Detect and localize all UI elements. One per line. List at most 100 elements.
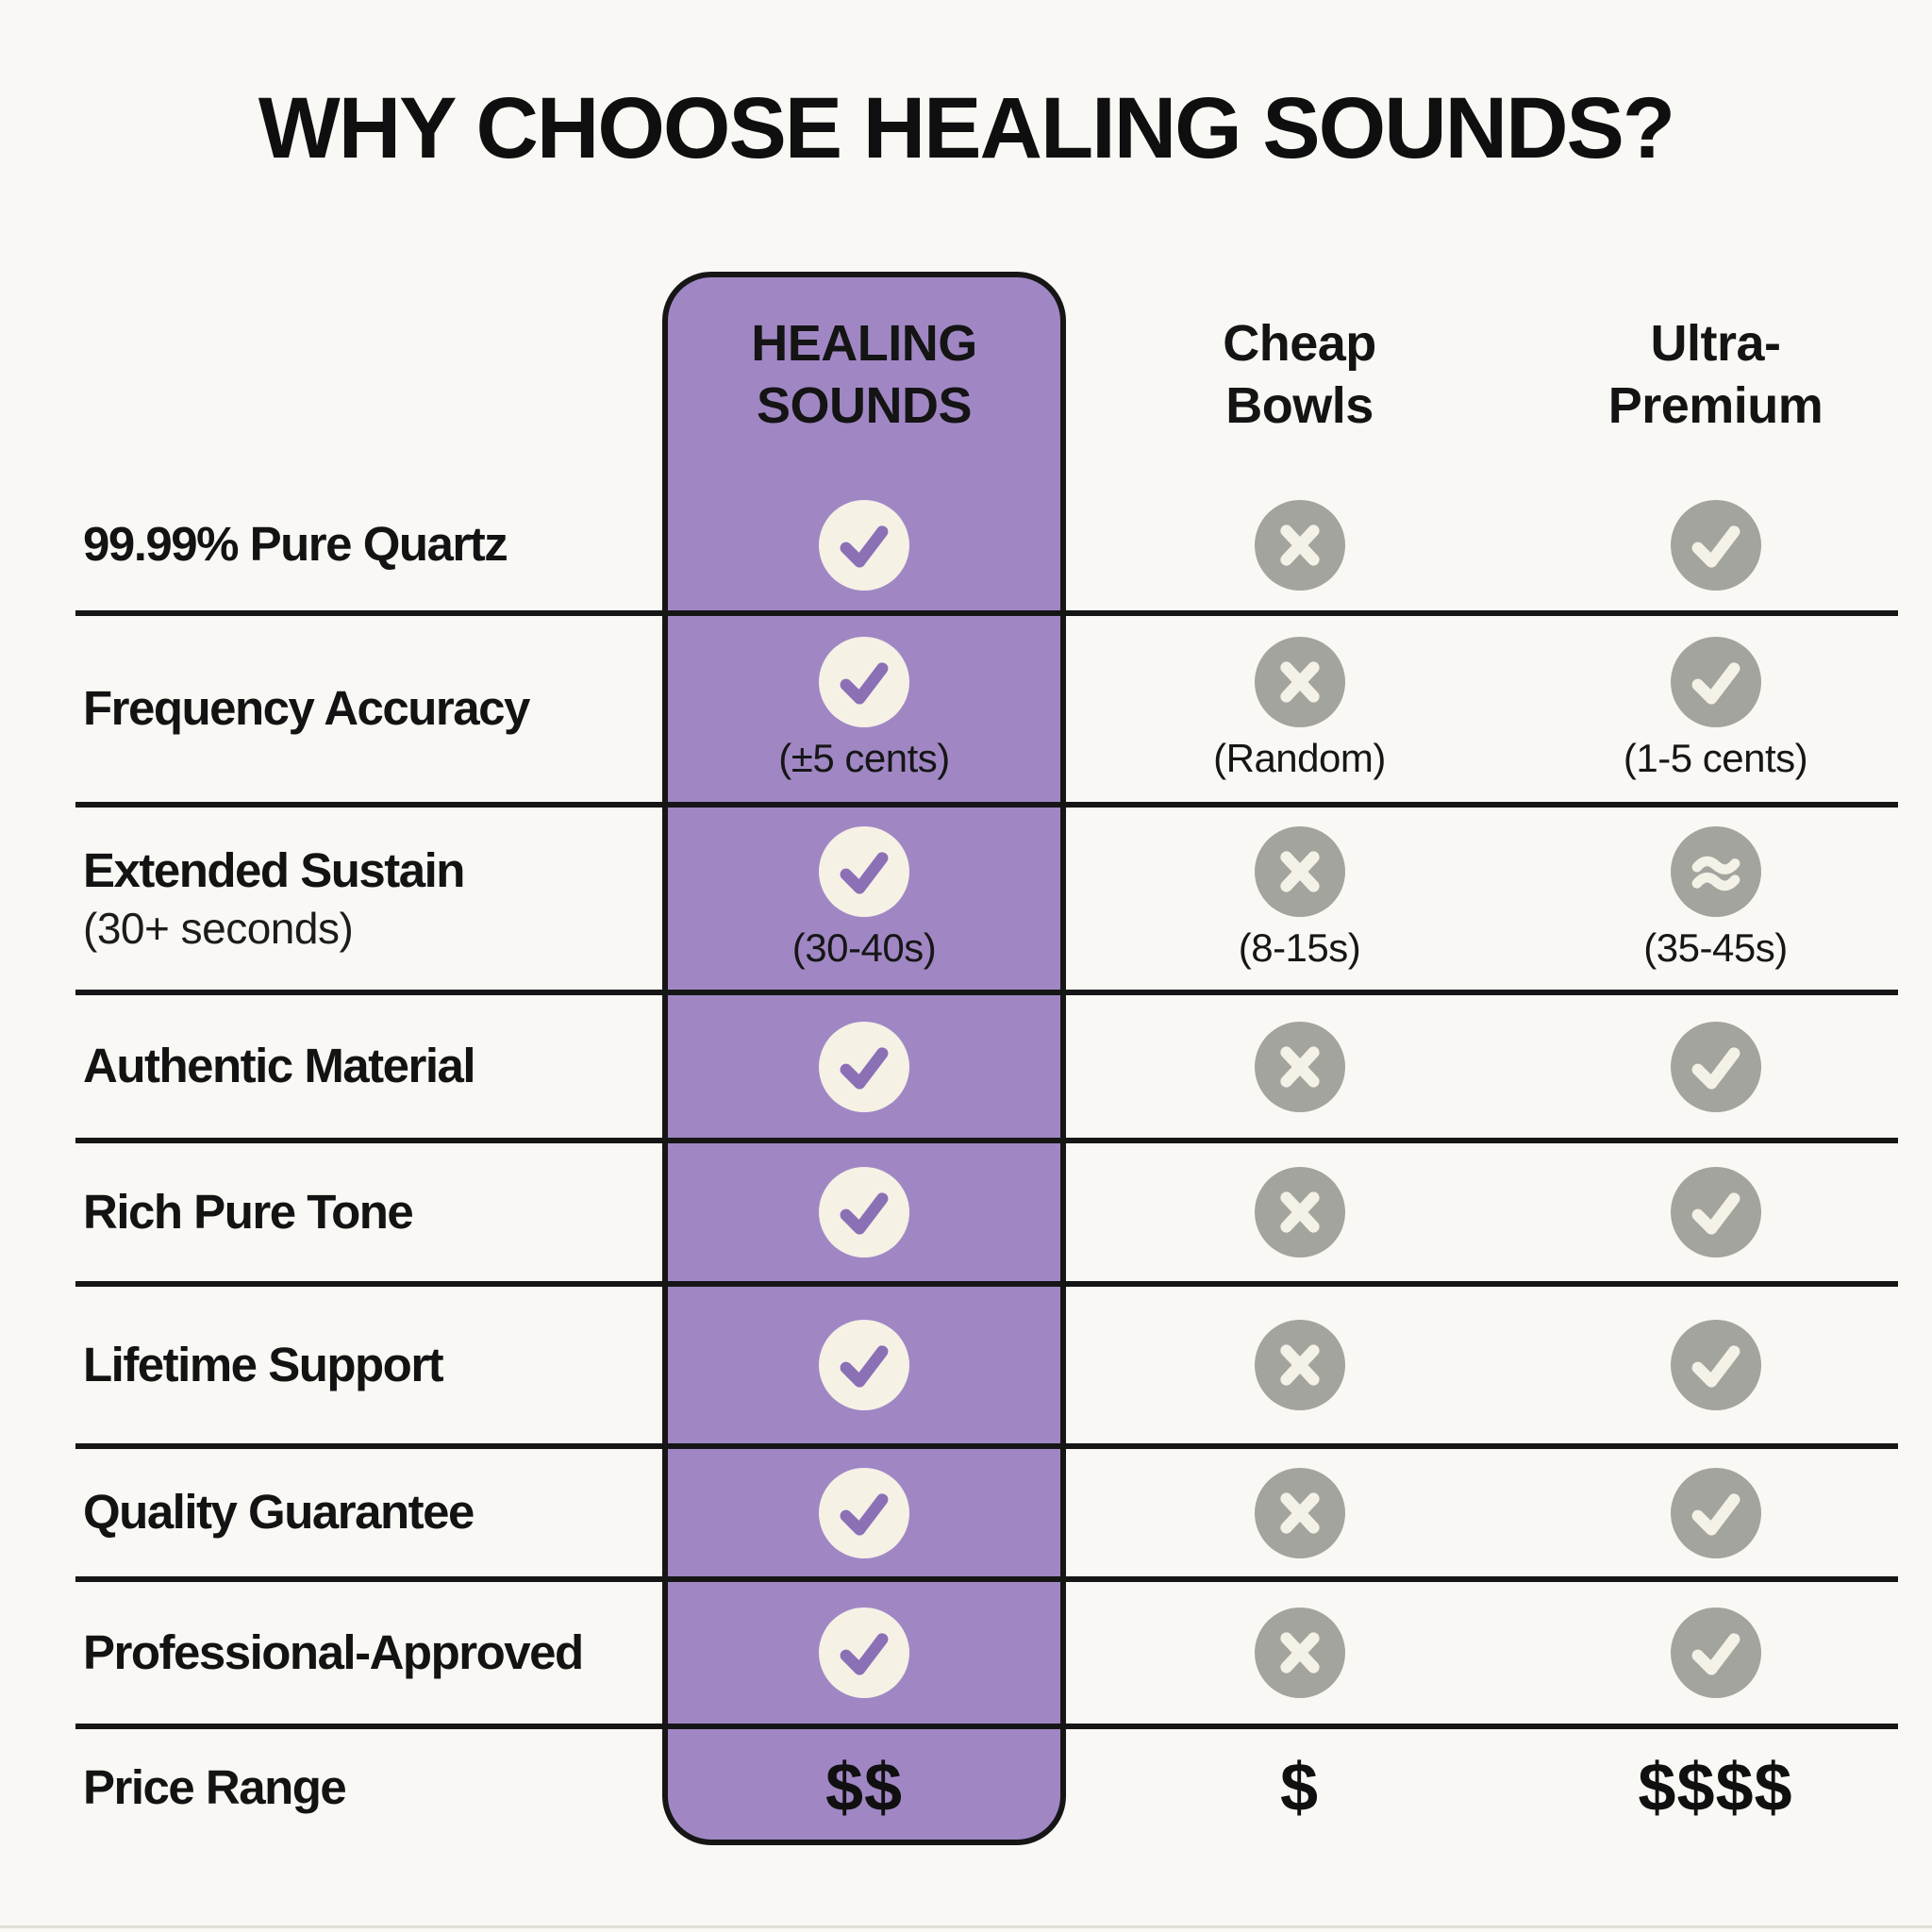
feature-label-cell: Lifetime Support — [75, 1287, 662, 1443]
price-row: Price Range $$ $ $$$$ — [75, 1729, 1898, 1845]
cheap-bowls-price-cell: $ — [1066, 1729, 1533, 1845]
healing-sounds-price-cell: $$ — [662, 1729, 1066, 1845]
ultra-premium-cell — [1533, 1582, 1898, 1724]
healing-sounds-cell — [662, 1143, 1066, 1281]
feature-label-cell: Quality Guarantee — [75, 1449, 662, 1576]
cell-note: (8-15s) — [1238, 925, 1361, 971]
x-icon — [1254, 1167, 1345, 1257]
ultra-premium-cell — [1533, 1143, 1898, 1281]
check-icon — [1670, 1167, 1761, 1257]
feature-label: Professional-Approved — [83, 1624, 584, 1679]
cell-note: (35-45s) — [1643, 925, 1788, 971]
x-icon — [1254, 1320, 1345, 1410]
table-header-row: HEALING SOUNDS Cheap Bowls Ultra-Premium — [75, 272, 1898, 479]
feature-label-cell: Extended Sustain (30+ seconds) — [75, 808, 662, 990]
x-icon — [1254, 499, 1345, 591]
column-header-label: Ultra-Premium — [1607, 315, 1824, 434]
price-value: $$ — [824, 1749, 904, 1825]
feature-label: Lifetime Support — [83, 1337, 444, 1391]
table-row: Extended Sustain (30+ seconds) (30-40s) … — [75, 808, 1898, 995]
bottom-edge-line — [0, 1925, 1932, 1928]
feature-label-cell: Authentic Material — [75, 995, 662, 1138]
ultra-premium-cell: (35-45s) — [1533, 808, 1898, 990]
price-label: Price Range — [83, 1760, 347, 1814]
cheap-bowls-cell — [1066, 1287, 1533, 1443]
check-icon — [819, 826, 909, 918]
feature-label: Rich Pure Tone — [83, 1184, 414, 1239]
feature-label-cell: Rich Pure Tone — [75, 1143, 662, 1281]
price-value: $$$$ — [1638, 1749, 1793, 1825]
feature-label: Extended Sustain — [83, 842, 465, 897]
feature-label: Quality Guarantee — [83, 1485, 475, 1540]
column-header-healing-sounds: HEALING SOUNDS — [662, 272, 1066, 479]
x-icon — [1254, 637, 1345, 728]
healing-sounds-cell: (30-40s) — [662, 808, 1066, 990]
check-icon — [819, 1167, 909, 1257]
check-icon — [1670, 1320, 1761, 1410]
cheap-bowls-cell: (Random) — [1066, 616, 1533, 802]
check-icon — [819, 499, 909, 591]
cheap-bowls-cell — [1066, 479, 1533, 610]
feature-sublabel: (30+ seconds) — [83, 903, 354, 953]
check-icon — [1670, 1607, 1761, 1698]
x-icon — [1254, 1021, 1345, 1112]
check-icon — [1670, 499, 1761, 591]
price-value: $ — [1279, 1749, 1320, 1825]
feature-label: 99.99% Pure Quartz — [83, 517, 508, 572]
table-row: Lifetime Support — [75, 1287, 1898, 1449]
check-icon — [819, 1021, 909, 1112]
healing-sounds-cell — [662, 995, 1066, 1138]
healing-sounds-cell — [662, 479, 1066, 610]
feature-label: Authentic Material — [83, 1039, 476, 1093]
table-row: Authentic Material — [75, 995, 1898, 1143]
ultra-premium-cell — [1533, 1449, 1898, 1576]
cell-note: (±5 cents) — [778, 736, 950, 781]
column-header-ultra-premium: Ultra-Premium — [1533, 272, 1898, 479]
healing-sounds-cell — [662, 1449, 1066, 1576]
x-icon — [1254, 1607, 1345, 1698]
column-header-cheap-bowls: Cheap Bowls — [1066, 272, 1533, 479]
ultra-premium-cell — [1533, 479, 1898, 610]
feature-label-cell: 99.99% Pure Quartz — [75, 479, 662, 610]
x-icon — [1254, 826, 1345, 918]
check-icon — [819, 1320, 909, 1410]
feature-label: Frequency Accuracy — [83, 681, 530, 736]
column-header-label: Cheap Bowls — [1223, 315, 1376, 434]
ultra-premium-cell: (1-5 cents) — [1533, 616, 1898, 802]
column-header-label: HEALING SOUNDS — [751, 315, 977, 434]
cell-note: (Random) — [1213, 736, 1386, 781]
table-row: Quality Guarantee — [75, 1449, 1898, 1582]
cell-note: (1-5 cents) — [1623, 736, 1808, 781]
feature-label-cell: Frequency Accuracy — [75, 616, 662, 802]
healing-sounds-cell: (±5 cents) — [662, 616, 1066, 802]
cheap-bowls-cell — [1066, 1449, 1533, 1576]
check-icon — [819, 637, 909, 728]
price-label-cell: Price Range — [75, 1729, 662, 1845]
cell-note: (30-40s) — [791, 925, 937, 971]
header-spacer — [75, 272, 662, 479]
cheap-bowls-cell: (8-15s) — [1066, 808, 1533, 990]
feature-label-cell: Professional-Approved — [75, 1582, 662, 1724]
check-icon — [1670, 1467, 1761, 1558]
check-icon — [819, 1607, 909, 1698]
healing-sounds-cell — [662, 1287, 1066, 1443]
ultra-premium-price-cell: $$$$ — [1533, 1729, 1898, 1845]
approx-icon — [1670, 826, 1761, 918]
page-title: WHY CHOOSE HEALING SOUNDS? — [258, 80, 1675, 176]
check-icon — [1670, 637, 1761, 728]
check-icon — [819, 1467, 909, 1558]
cheap-bowls-cell — [1066, 995, 1533, 1138]
table-row: Frequency Accuracy (±5 cents) (Random) (… — [75, 616, 1898, 808]
cheap-bowls-cell — [1066, 1143, 1533, 1281]
check-icon — [1670, 1021, 1761, 1112]
table-rows: HEALING SOUNDS Cheap Bowls Ultra-Premium… — [75, 272, 1898, 1845]
comparison-table: HEALING SOUNDS Cheap Bowls Ultra-Premium… — [75, 272, 1898, 1847]
table-row: Professional-Approved — [75, 1582, 1898, 1729]
ultra-premium-cell — [1533, 1287, 1898, 1443]
table-row: Rich Pure Tone — [75, 1143, 1898, 1287]
table-row: 99.99% Pure Quartz — [75, 479, 1898, 616]
x-icon — [1254, 1467, 1345, 1558]
cheap-bowls-cell — [1066, 1582, 1533, 1724]
ultra-premium-cell — [1533, 995, 1898, 1138]
